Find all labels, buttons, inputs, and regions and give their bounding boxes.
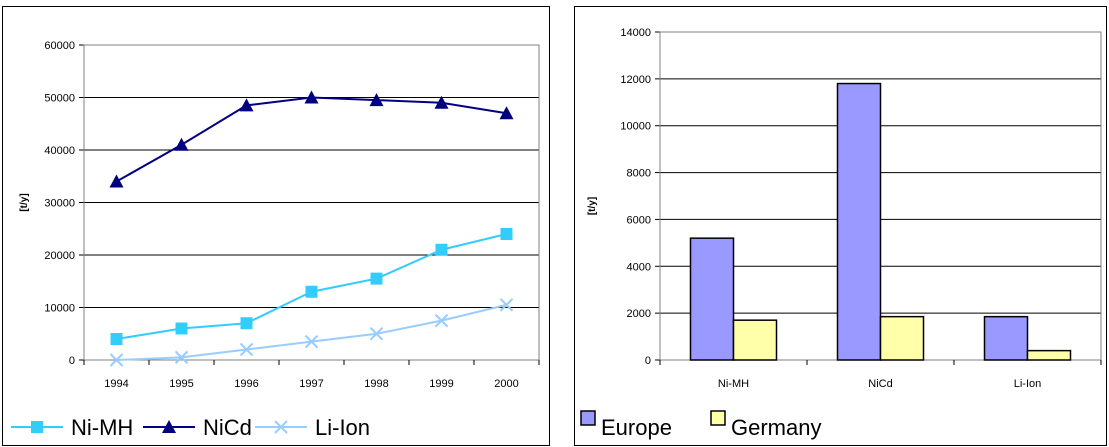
legend-item: Germany <box>710 410 821 440</box>
y-tick-label: 30000 <box>44 198 75 210</box>
square-marker <box>305 285 318 298</box>
line-chart-panel: 0 10000 20000 30000 40000 50000 60000 1994 1995 1… <box>2 6 550 446</box>
x-marker <box>239 342 254 357</box>
bar-germany <box>732 319 778 361</box>
triangle-marker <box>369 93 384 107</box>
legend-swatch <box>580 410 596 426</box>
legend-item: NiCd <box>143 415 252 440</box>
plot-area <box>83 44 540 361</box>
square-marker <box>110 333 123 345</box>
y-tick-label: 0 <box>69 355 75 367</box>
triangle-marker <box>499 106 514 120</box>
y-tick-label: 2000 <box>627 308 651 320</box>
legend-label: Germany <box>731 415 821 440</box>
bar-germany <box>879 315 925 361</box>
series-line <box>116 303 507 361</box>
triangle-marker <box>239 98 254 112</box>
triangle-marker <box>162 420 176 433</box>
x-marker <box>369 327 384 341</box>
legend-item: Europe <box>580 410 672 440</box>
x-marker <box>109 353 124 367</box>
y-axis-label: [t/y] <box>587 197 598 215</box>
square-marker <box>370 272 383 285</box>
bar-europe <box>836 82 882 361</box>
x-tick-label: 1996 <box>234 378 258 390</box>
triangle-marker <box>109 174 124 188</box>
series-line <box>116 96 507 183</box>
x-tick-label: Li-Ion <box>1014 378 1042 390</box>
legend-label: Li-Ion <box>315 415 370 440</box>
x-tick-label: 1998 <box>364 378 388 390</box>
bar-europe <box>983 315 1029 361</box>
y-tick-label: 60000 <box>44 40 75 52</box>
triangle-marker <box>434 95 449 109</box>
y-tick-label: 40000 <box>44 145 75 157</box>
series-ni-mh <box>110 228 513 345</box>
bar-chart: 0 2000 4000 6000 8000 10000 12000 14000 Ni-MH NiC… <box>580 27 1102 440</box>
y-tick-label: 6000 <box>627 214 651 226</box>
square-marker <box>175 322 188 335</box>
triangle-marker <box>304 90 319 104</box>
square-marker <box>500 228 513 240</box>
y-tick-label: 10000 <box>44 303 75 315</box>
x-marker <box>499 298 514 312</box>
y-axis-label: [t/y] <box>19 193 30 211</box>
legend-item: Li-Ion <box>255 415 370 440</box>
square-marker <box>240 317 253 330</box>
legend-label: Europe <box>601 415 672 440</box>
bar-germany <box>1026 349 1072 361</box>
x-tick-label: 1997 <box>299 378 323 390</box>
bar-europe <box>689 237 735 361</box>
legend-label: Ni-MH <box>71 415 133 440</box>
x-tick-label: NiCd <box>868 378 892 390</box>
y-tick-label: 0 <box>645 355 651 367</box>
x-tick-label: 1994 <box>104 378 128 390</box>
y-tick-label: 10000 <box>620 121 651 133</box>
x-tick-label: 1999 <box>429 378 453 390</box>
line-chart: 0 10000 20000 30000 40000 50000 60000 1994 1995 1… <box>11 40 540 440</box>
x-tick-label: 2000 <box>494 378 518 390</box>
x-tick-label: Ni-MH <box>718 378 749 390</box>
bar-chart-panel: 0 2000 4000 6000 8000 10000 12000 14000 Ni-MH NiC… <box>574 6 1107 446</box>
legend-item: Ni-MH <box>11 415 133 440</box>
y-tick-label: 8000 <box>627 168 651 180</box>
y-tick-label: 12000 <box>620 74 651 86</box>
square-marker <box>435 243 448 256</box>
x-tick-label: 1995 <box>169 378 193 390</box>
x-marker <box>434 313 449 328</box>
x-marker <box>274 420 288 434</box>
y-tick-label: 50000 <box>44 93 75 105</box>
series-li-ion <box>109 298 514 367</box>
y-tick-label: 20000 <box>44 250 75 262</box>
x-marker <box>174 350 189 365</box>
y-tick-label: 4000 <box>627 261 651 273</box>
square-marker <box>31 421 43 433</box>
legend-label: NiCd <box>203 415 252 440</box>
x-marker <box>304 334 319 349</box>
series-nicd <box>109 90 514 188</box>
triangle-marker <box>174 137 189 151</box>
y-tick-label: 14000 <box>620 27 651 39</box>
legend-swatch <box>710 410 726 426</box>
